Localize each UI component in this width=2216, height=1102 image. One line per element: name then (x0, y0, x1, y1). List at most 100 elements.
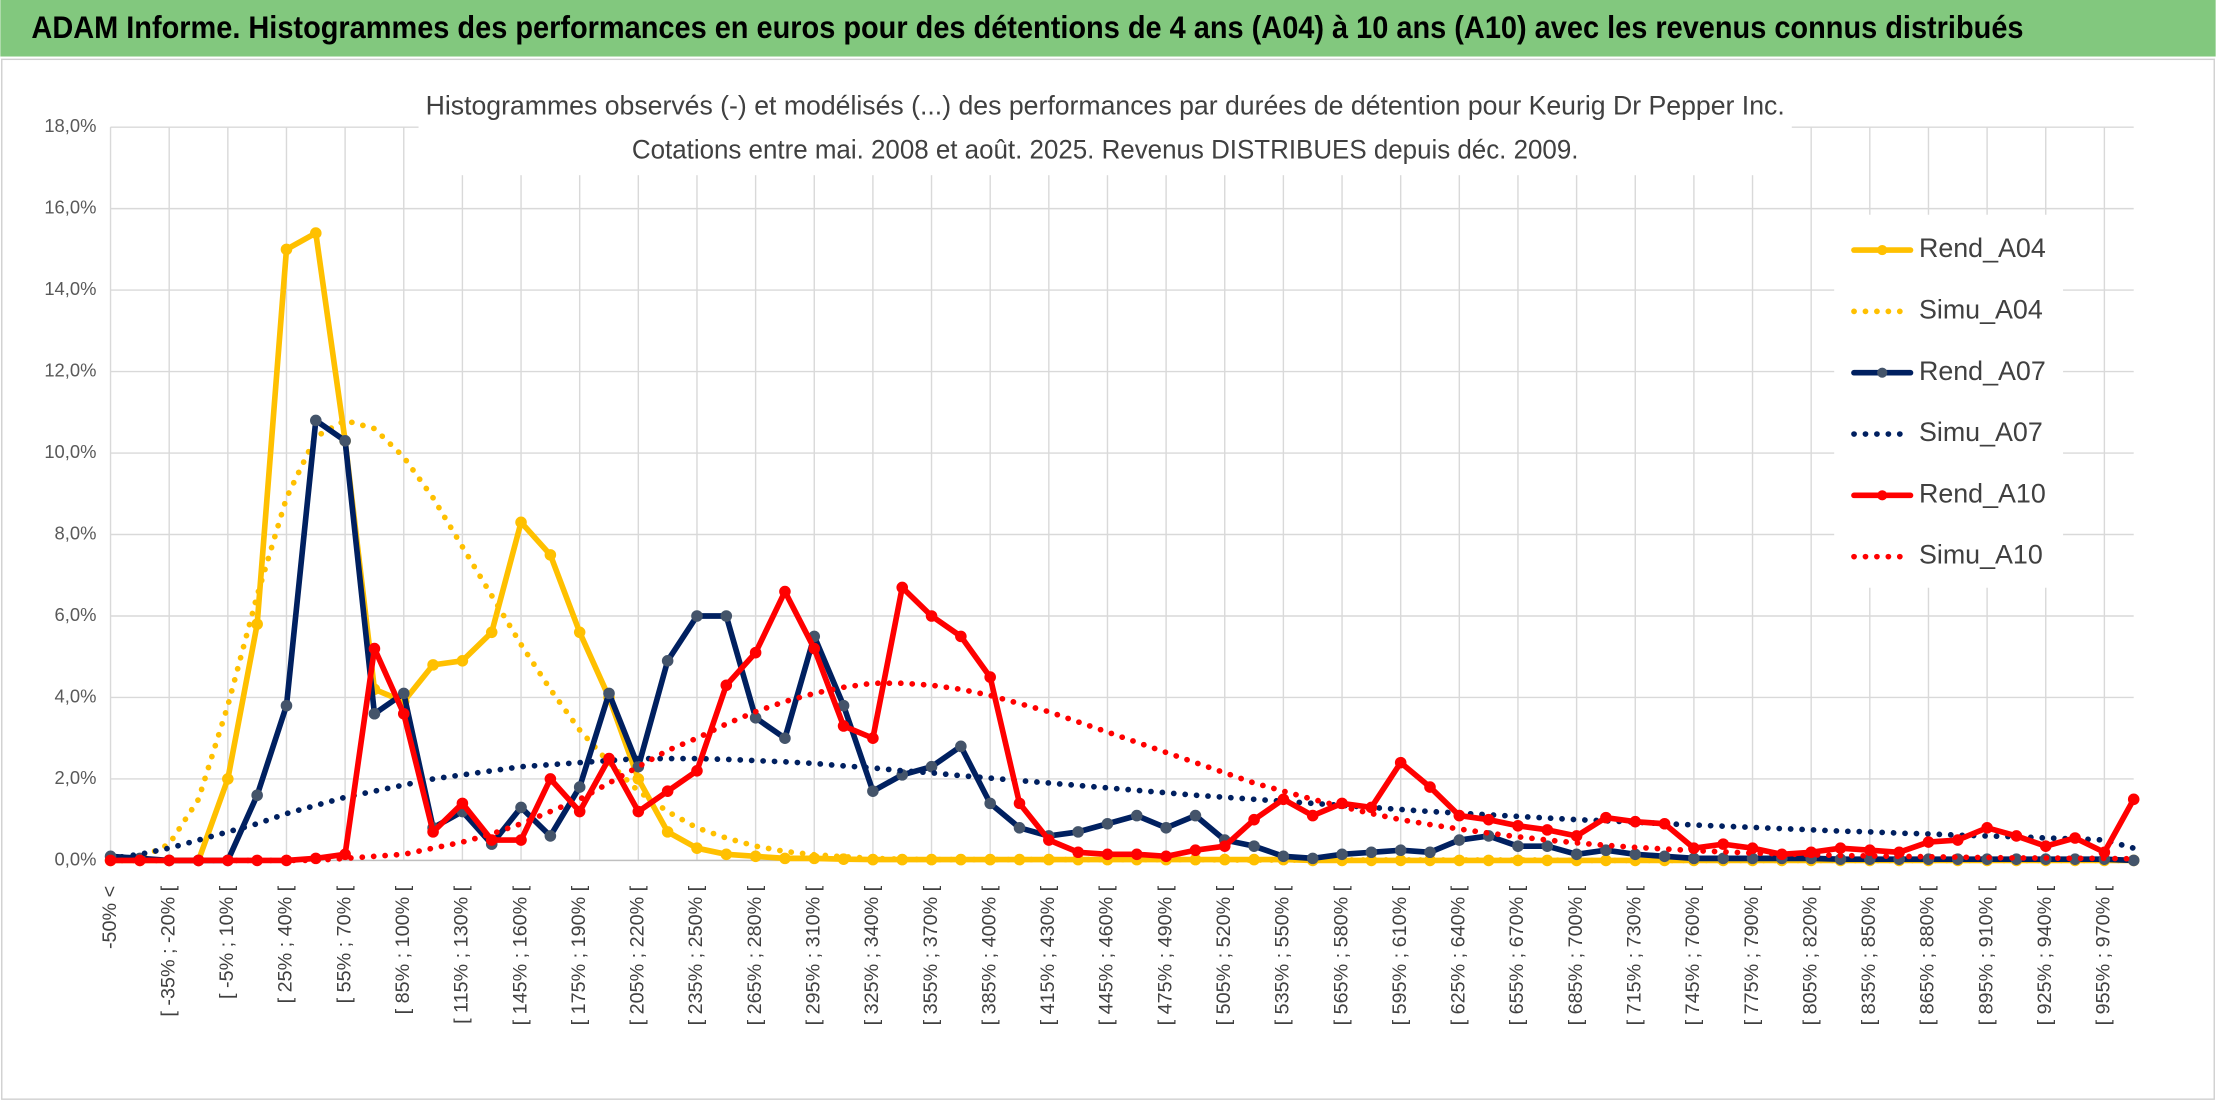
data-point (1072, 846, 1084, 859)
data-point (896, 581, 909, 594)
data-point (251, 789, 263, 802)
data-point (1130, 848, 1143, 861)
x-tick-label: [ 175% ; 190% [ (568, 885, 590, 1025)
data-point (661, 826, 674, 838)
y-tick-label: 16,0% (44, 196, 96, 217)
data-point (1424, 781, 1436, 793)
chart-subtitle: Cotations entre mai. 2008 et août. 2025.… (632, 134, 1579, 164)
x-tick-label: [ 145% ; 160% [ (509, 885, 531, 1025)
x-tick-label: [ 565% ; 580% [ (1330, 885, 1352, 1025)
y-tick-label: 10,0% (44, 441, 96, 462)
chart-border (1, 58, 2215, 1100)
data-point (544, 773, 557, 785)
data-point (984, 671, 996, 683)
data-point (1629, 815, 1642, 828)
data-point (1512, 819, 1524, 832)
data-point (1658, 850, 1671, 863)
data-point (1951, 834, 1964, 846)
legend-label: Simu_A10 (1919, 540, 2043, 570)
data-point (1130, 809, 1143, 822)
data-point (1922, 836, 1935, 848)
x-tick-label: [ 475% ; 490% [ (1154, 885, 1176, 1025)
x-tick-label: [ 595% ; 610% [ (1389, 885, 1411, 1025)
data-point (720, 848, 733, 861)
data-point (1453, 809, 1466, 822)
x-tick-label: [ 295% ; 310% [ (802, 885, 824, 1025)
data-point (925, 760, 938, 773)
data-point (515, 834, 527, 846)
data-point (1570, 830, 1583, 842)
data-point (456, 797, 469, 810)
data-point (1043, 834, 1055, 846)
data-point (632, 805, 645, 818)
data-point (573, 805, 586, 818)
data-point (1101, 817, 1114, 830)
x-tick-label: [ -35% ; -20% [ (157, 885, 179, 1016)
data-point (867, 785, 879, 797)
data-point (1570, 848, 1583, 861)
data-point (1424, 846, 1436, 859)
data-point (779, 852, 791, 865)
data-point (955, 630, 967, 643)
legend-marker (1877, 367, 1888, 378)
data-point (339, 435, 351, 447)
data-point (1717, 852, 1730, 865)
data-point (1658, 817, 1671, 830)
data-point (2069, 832, 2081, 844)
x-tick-label: [ 85% ; 100% [ (392, 885, 414, 1014)
data-point (1541, 824, 1554, 836)
data-point (691, 764, 703, 777)
data-point (749, 850, 762, 863)
data-point (427, 826, 439, 838)
x-tick-label: [ 25% ; 40% [ (275, 885, 297, 1003)
data-point (808, 642, 821, 655)
y-tick-label: 6,0% (55, 604, 97, 625)
data-point (2127, 854, 2140, 867)
data-point (427, 659, 439, 671)
y-tick-label: 14,0% (44, 278, 96, 299)
data-point (1688, 852, 1700, 865)
x-tick-label: [ 385% ; 400% [ (978, 885, 1000, 1025)
data-point (2039, 840, 2052, 852)
data-point (1306, 852, 1319, 865)
x-tick-label: [ -5% ; 10% [ (216, 885, 238, 999)
data-point (2010, 830, 2023, 842)
data-point (1834, 842, 1847, 854)
x-tick-label: [ 895% ; 910% [ (1975, 885, 1997, 1025)
data-point (1336, 848, 1348, 861)
chart-title: Histogrammes observés (-) et modélisés (… (426, 90, 1785, 120)
data-point (691, 842, 703, 854)
data-point (1160, 850, 1172, 863)
data-point (779, 585, 791, 598)
data-point (251, 618, 263, 630)
data-point (515, 516, 527, 529)
header-title: ADAM Informe. Histogrammes des performan… (31, 10, 2023, 45)
data-point (310, 414, 322, 427)
data-point (1072, 826, 1084, 838)
data-point (720, 679, 733, 692)
legend-label: Simu_A07 (1919, 417, 2043, 447)
data-point (603, 687, 615, 700)
data-point (368, 707, 381, 720)
x-tick-label: [ 415% ; 430% [ (1037, 885, 1059, 1025)
x-tick-label: [ 505% ; 520% [ (1213, 885, 1235, 1025)
data-point (310, 227, 322, 239)
x-tick-label: [ 235% ; 250% [ (685, 885, 707, 1025)
data-point (867, 732, 879, 744)
data-point (1629, 848, 1642, 861)
plot (104, 227, 2140, 867)
series-line (107, 680, 2137, 864)
legend-label: Rend_A04 (1919, 233, 2046, 263)
y-tick-label: 18,0% (44, 115, 96, 136)
legend-label: Rend_A07 (1919, 356, 2046, 386)
data-point (779, 732, 791, 744)
data-point (397, 687, 410, 700)
x-tick-label: -50% < (99, 886, 121, 949)
legend-marker (1877, 490, 1888, 501)
data-point (925, 610, 938, 622)
grid (109, 126, 2134, 862)
data-point (573, 626, 586, 639)
x-tick-label: [ 775% ; 790% [ (1741, 885, 1763, 1025)
